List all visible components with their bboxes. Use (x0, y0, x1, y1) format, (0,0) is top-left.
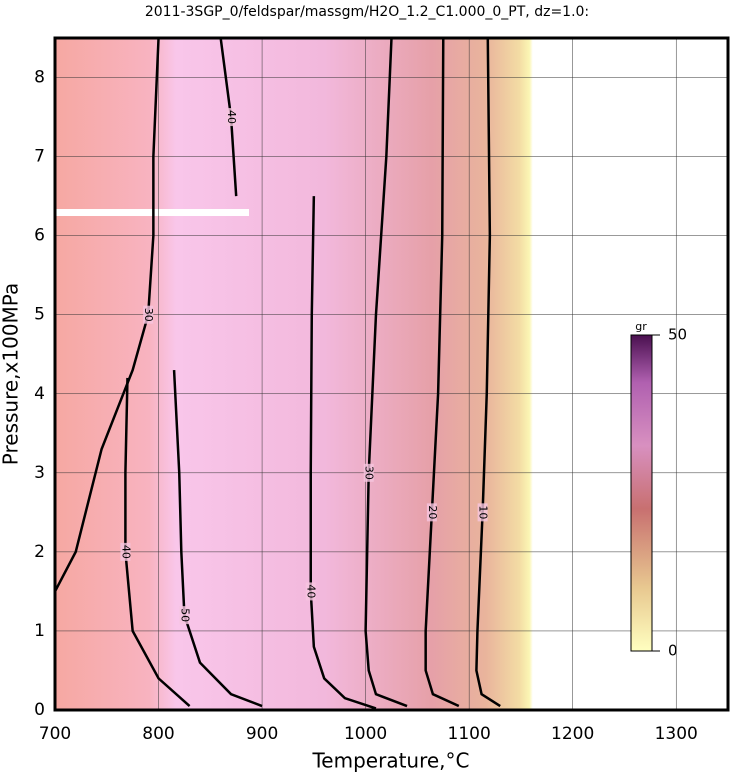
y-tick-label: 8 (34, 68, 45, 88)
contour-label-bg (305, 582, 316, 601)
contour-label: 10 (477, 505, 490, 519)
y-tick-label: 2 (34, 542, 45, 562)
contour-line (424, 37, 460, 708)
frame (53, 36, 730, 712)
colorbar-tick-label: 50 (668, 326, 687, 344)
colorbar-tick-label: 0 (668, 642, 678, 660)
y-tick-label: 3 (34, 463, 45, 483)
y-axis-label: Pressure,x100MPa (0, 283, 23, 465)
contour-label-bg (120, 542, 131, 561)
contour-label: 40 (225, 110, 238, 124)
y-tick-label: 0 (34, 700, 45, 720)
contour-line (475, 37, 501, 708)
y-tick-label: 1 (34, 621, 45, 641)
contour-line (309, 196, 377, 710)
contour-label-bg (179, 606, 190, 625)
contour-label: 50 (178, 608, 191, 622)
contour-label: 40 (119, 545, 132, 559)
field (55, 38, 728, 710)
colorbar-label: gr (635, 320, 647, 333)
contour-line (364, 37, 408, 708)
contour-line (53, 37, 160, 592)
y-tick-label: 6 (34, 226, 45, 246)
x-tick-label: 1000 (344, 724, 387, 744)
contour-label: 20 (426, 505, 439, 519)
contour-label: 30 (142, 308, 155, 322)
contour-label-bg (226, 108, 237, 127)
y-tick-label: 5 (34, 305, 45, 325)
x-tick-label: 1100 (448, 724, 491, 744)
contour-line (124, 377, 191, 707)
x-axis-label: Temperature,°C (311, 749, 469, 773)
x-tick-label: 900 (246, 724, 278, 744)
x-tick-label: 1200 (551, 724, 594, 744)
chart-title: 2011-3SGP_0/feldspar/massgm/H2O_1.2_C1.0… (145, 4, 589, 20)
x-tick-label: 800 (142, 724, 174, 744)
contour-label-bg (477, 503, 488, 522)
contour-label: 40 (305, 584, 318, 598)
contour-label-bg (363, 463, 374, 482)
contour-label-bg (426, 503, 437, 522)
y-tick-label: 7 (34, 147, 45, 167)
contour-label: 30 (363, 466, 376, 480)
x-tick-label: 1300 (655, 724, 698, 744)
y-tick-label: 4 (34, 384, 45, 404)
gap (55, 209, 249, 216)
x-tick-label: 700 (39, 724, 71, 744)
colorbar (630, 334, 653, 652)
contour-label-bg (143, 305, 154, 324)
